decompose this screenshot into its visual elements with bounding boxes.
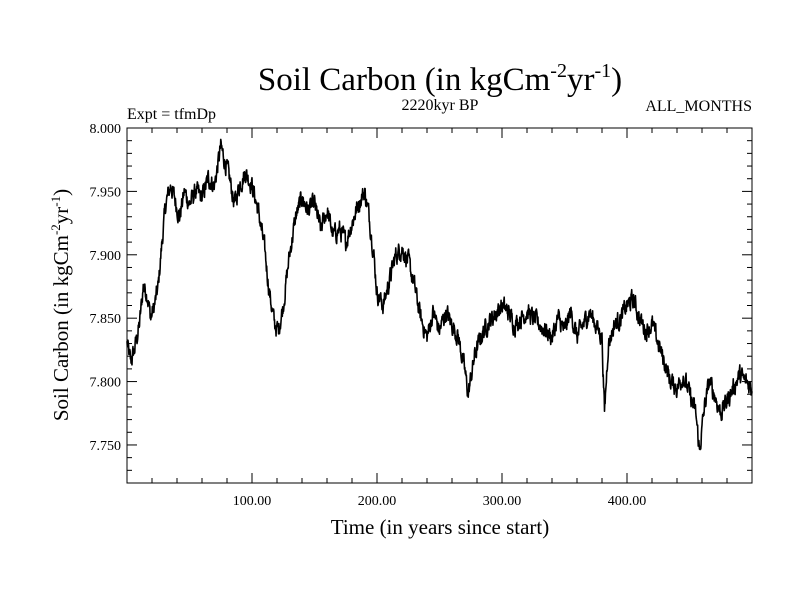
ylabel-sup1: -2	[48, 224, 63, 235]
series-line-soil-carbon	[126, 138, 753, 451]
chart-title: Soil Carbon (in kgCm-2yr-1)	[258, 60, 622, 98]
x-axis: 100.00 200.00 300.00 400.00	[151, 128, 728, 509]
title-sup1: -2	[550, 60, 567, 82]
x-tick-label: 300.00	[483, 494, 522, 509]
title-sup2: -1	[594, 60, 611, 82]
ylabel-sup2: -1	[48, 196, 63, 207]
title-end: )	[611, 62, 622, 98]
y-tick-label: 7.750	[90, 439, 122, 454]
y-tick-label: 8.000	[90, 122, 122, 137]
ylabel-mid: yr	[49, 207, 73, 225]
y-axis: 7.750 7.800 7.850 7.900 7.950 8.000	[90, 122, 752, 471]
plot-frame	[126, 127, 753, 484]
y-tick-label: 7.800	[90, 376, 122, 391]
title-mid: yr	[567, 62, 595, 98]
ylabel-end: )	[49, 189, 73, 196]
y-tick-label: 7.850	[90, 312, 122, 327]
x-tick-label: 100.00	[233, 494, 272, 509]
experiment-label: Expt = tfmDp	[127, 106, 216, 123]
y-axis-label: Soil Carbon (in kgCm-2yr-1)	[48, 189, 73, 421]
ylabel-main: Soil Carbon (in kgCm	[49, 235, 73, 421]
y-tick-label: 7.950	[90, 185, 122, 200]
period-label: 2220kyr BP	[402, 97, 479, 114]
x-axis-label: Time (in years since start)	[331, 515, 550, 539]
y-tick-label: 7.900	[90, 249, 122, 264]
months-label: ALL_MONTHS	[645, 98, 752, 115]
x-tick-label: 200.00	[358, 494, 397, 509]
title-main: Soil Carbon (in kgCm	[258, 62, 551, 98]
x-tick-label: 400.00	[608, 494, 647, 509]
